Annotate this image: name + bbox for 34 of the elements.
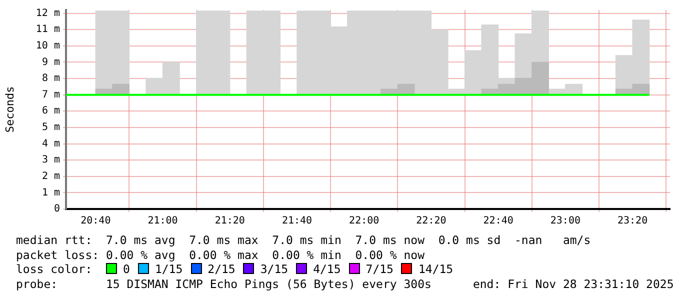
legend-label: 14/15 xyxy=(418,262,454,276)
y-tick-label: 6 m xyxy=(42,106,60,117)
y-tick-label: 8 m xyxy=(42,73,60,84)
x-tick-label: 22:00 xyxy=(349,216,380,227)
y-tick-label: 4 m xyxy=(42,138,60,150)
y-tick-label: 12 m xyxy=(36,8,60,19)
x-tick-label: 22:40 xyxy=(483,216,514,227)
y-axis-title: Seconds xyxy=(3,86,16,133)
text: median rtt: 7.0 ms avg 7.0 ms max 7.0 ms min 7.0 ms now 0.0 ms sd -nan am/s xyxy=(16,233,592,248)
y-tick-label: 7 m xyxy=(42,89,60,100)
legend-label: 2/15 xyxy=(208,262,236,276)
y-tick-label: 0 xyxy=(54,204,60,215)
y-tick-label: 10 m xyxy=(36,40,60,52)
y-tick-label: 11 m xyxy=(36,24,60,36)
x-tick-label: 21:00 xyxy=(148,216,178,227)
y-tick-label: 1 m xyxy=(42,187,60,198)
legend-label: 1/15 xyxy=(154,262,183,276)
legend-title: loss color: xyxy=(16,262,94,276)
x-tick-label: 21:20 xyxy=(214,216,245,227)
x-tick-label: 21:40 xyxy=(282,216,312,227)
legend-label: 7/15 xyxy=(366,262,394,276)
text: packet loss: 0.00 % avg 0.00 % max 0.00 % min 0.00 % now xyxy=(16,248,426,262)
x-tick-label: 22:20 xyxy=(416,216,446,227)
x-tick-label: 23:20 xyxy=(617,216,648,227)
text: probe: 15 DISMAN ICMP Echo Pings (56 Bytes) every 300s end: Fri Nov 28 23:31:10 2025 xyxy=(16,276,674,291)
x-tick-label: 20:40 xyxy=(80,216,111,227)
legend-label: 4/15 xyxy=(313,262,341,276)
y-tick-label: 5 m xyxy=(42,122,60,134)
y-tick-label: 2 m xyxy=(42,170,60,182)
x-tick-label: 23:00 xyxy=(550,216,580,227)
y-tick-label: 9 m xyxy=(42,56,60,68)
y-tick-label: 3 m xyxy=(42,154,60,166)
legend-label: 0 xyxy=(123,262,130,276)
legend-label: 3/15 xyxy=(260,262,288,276)
